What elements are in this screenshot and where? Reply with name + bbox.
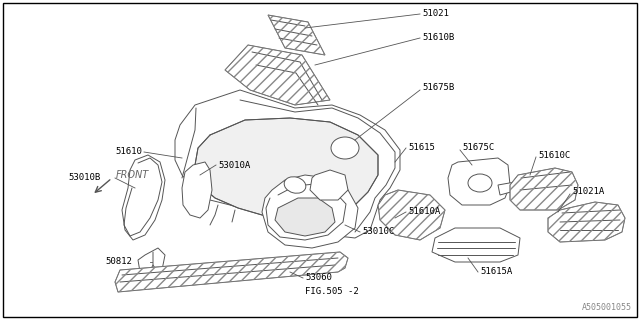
Text: FRONT: FRONT <box>116 170 149 180</box>
Polygon shape <box>378 190 445 240</box>
Text: 51610: 51610 <box>115 148 142 156</box>
Text: 51021: 51021 <box>422 10 449 19</box>
Text: 51675B: 51675B <box>422 84 454 92</box>
Text: 51675C: 51675C <box>462 143 494 153</box>
Polygon shape <box>310 170 348 200</box>
Text: 51610B: 51610B <box>422 34 454 43</box>
Polygon shape <box>122 155 165 240</box>
Polygon shape <box>115 252 348 292</box>
Text: 53010B: 53010B <box>68 173 100 182</box>
Polygon shape <box>432 228 520 262</box>
Polygon shape <box>448 158 510 205</box>
Text: 51021A: 51021A <box>572 188 604 196</box>
Polygon shape <box>175 90 400 238</box>
Text: A505001055: A505001055 <box>582 303 632 312</box>
Polygon shape <box>138 248 165 278</box>
Polygon shape <box>275 198 335 236</box>
Text: 51615A: 51615A <box>480 268 512 276</box>
Polygon shape <box>510 168 578 210</box>
Polygon shape <box>195 118 378 218</box>
Polygon shape <box>182 162 212 218</box>
Polygon shape <box>498 182 518 195</box>
Text: 51610C: 51610C <box>538 150 570 159</box>
Text: 50812: 50812 <box>105 258 132 267</box>
Text: 51615: 51615 <box>408 143 435 153</box>
Polygon shape <box>225 45 330 105</box>
Ellipse shape <box>284 177 306 193</box>
Ellipse shape <box>468 174 492 192</box>
Text: 53010A: 53010A <box>218 161 250 170</box>
Text: 51610A: 51610A <box>408 207 440 217</box>
Polygon shape <box>268 15 325 55</box>
Ellipse shape <box>331 137 359 159</box>
Text: FIG.505 -2: FIG.505 -2 <box>305 287 359 297</box>
Polygon shape <box>548 202 625 242</box>
Text: 53060: 53060 <box>305 274 332 283</box>
Polygon shape <box>262 175 358 248</box>
Text: 53010C: 53010C <box>362 228 394 236</box>
